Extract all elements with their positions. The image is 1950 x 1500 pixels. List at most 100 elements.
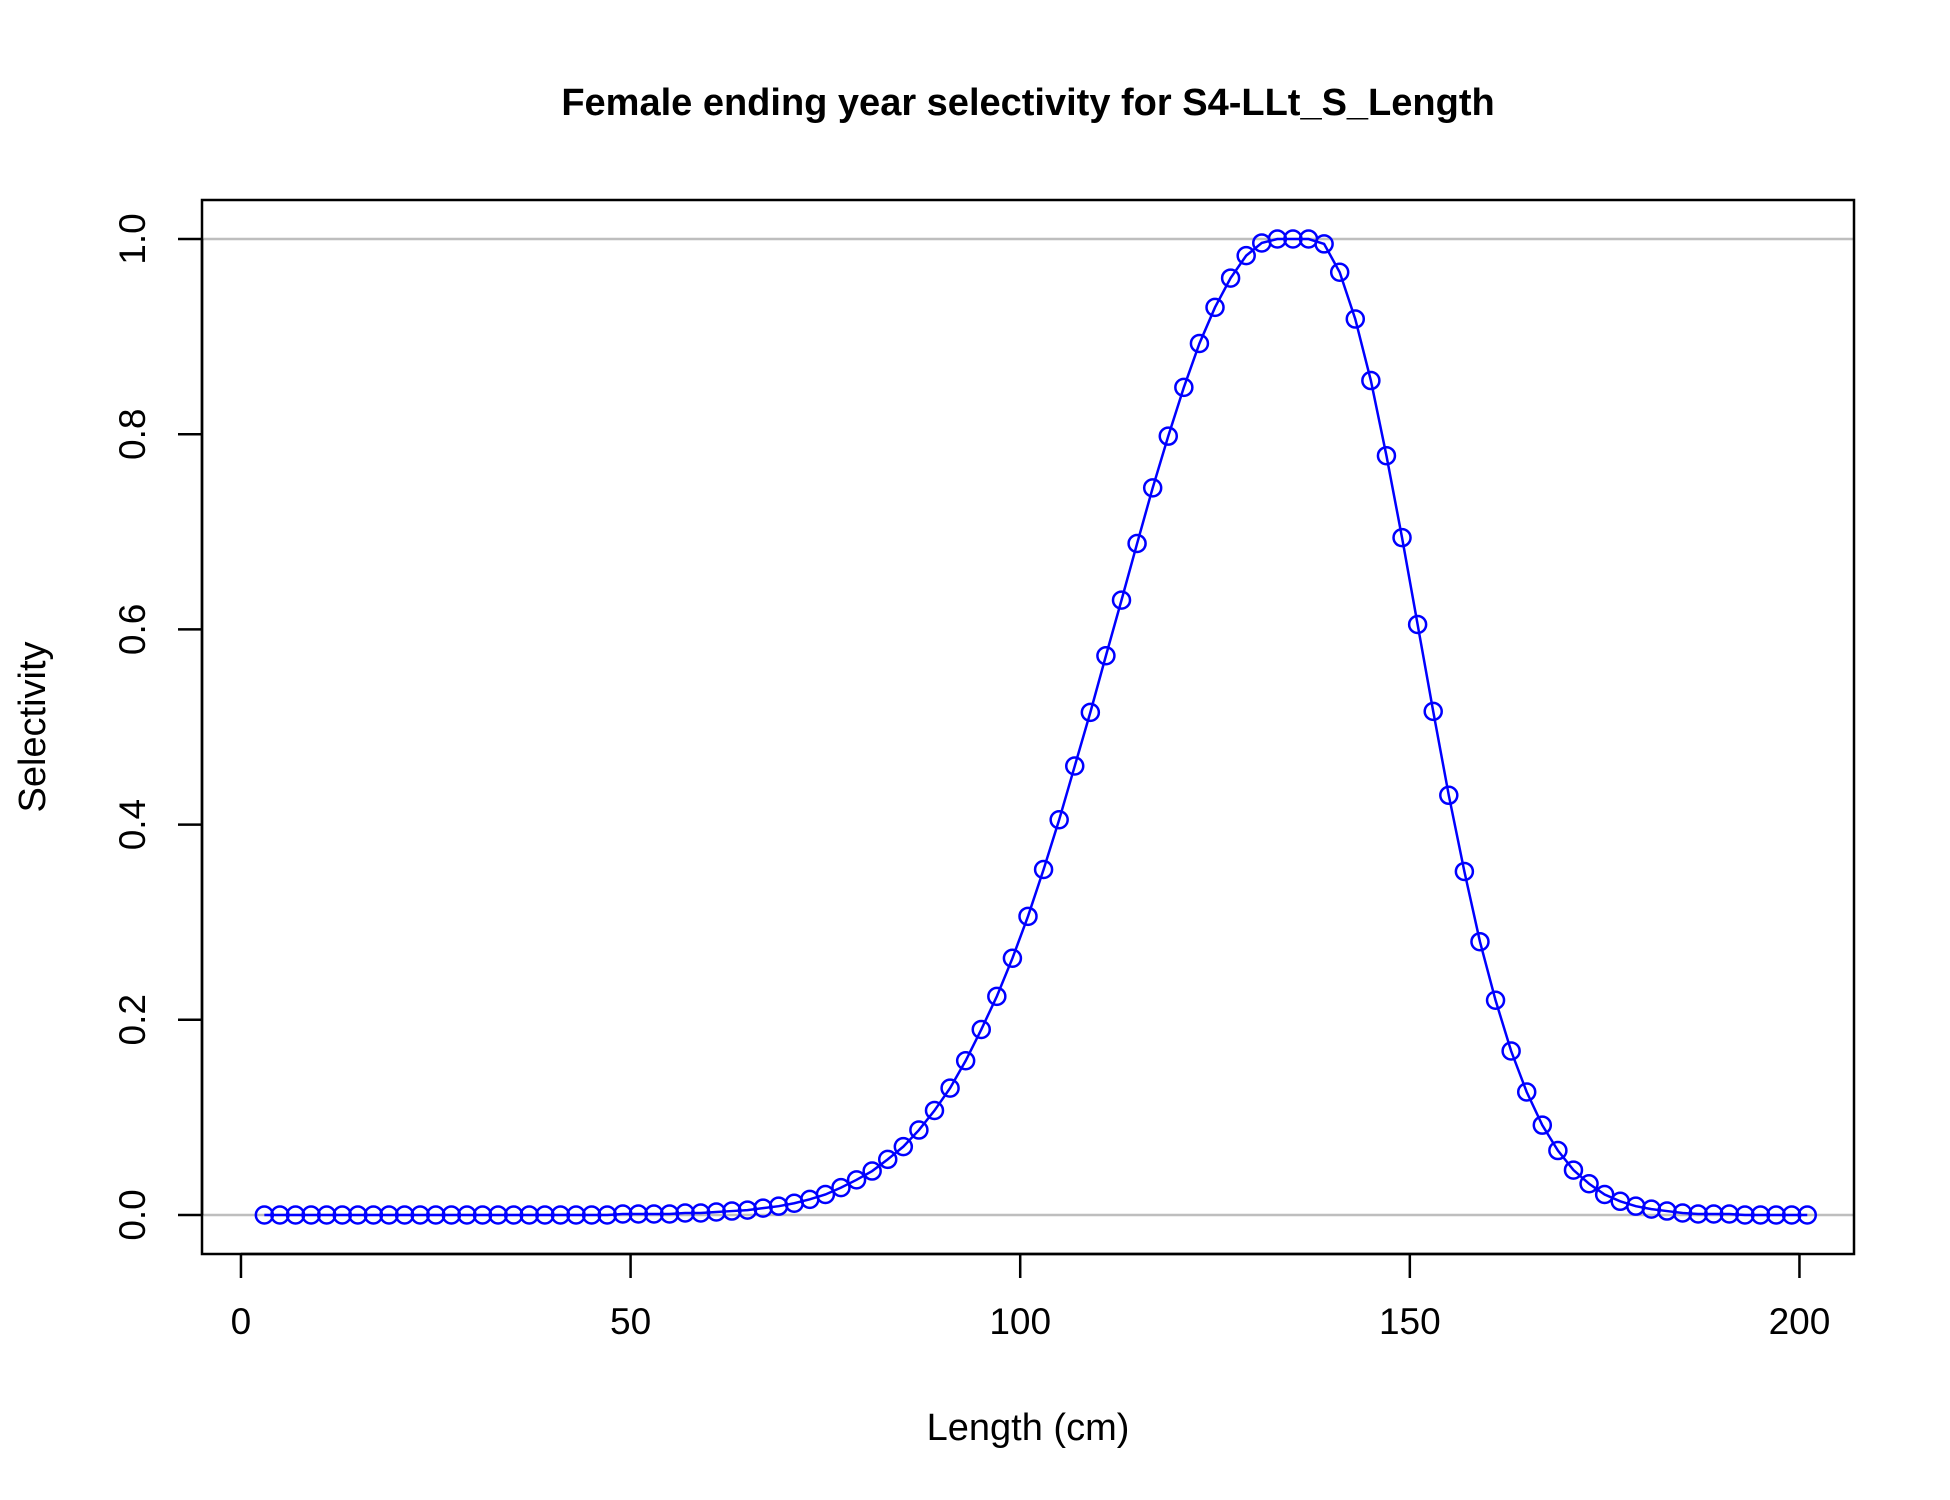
data-point [379,1205,399,1225]
data-point [924,1100,945,1121]
chart-title: Female ending year selectivity for S4-LL… [561,82,1494,124]
y-tick-label: 0.6 [112,604,153,655]
data-point [1002,948,1023,969]
data-point [1376,445,1397,466]
data-point [1485,990,1506,1011]
x-tick-label: 150 [1379,1301,1441,1342]
data-point [503,1205,524,1225]
data-point [394,1205,415,1225]
data-point [815,1184,836,1205]
y-tick-label: 0.0 [112,1189,153,1240]
data-point [441,1205,462,1225]
data-point [1111,590,1132,610]
data-point [1220,268,1241,288]
data-point [1594,1184,1615,1205]
y-tick-label: 1.0 [112,213,153,264]
data-point [1127,533,1147,554]
data-point [1781,1205,1802,1225]
y-axis: 0.0 0.2 0.4 0.6 0.8 1.0 [112,213,204,1241]
data-point [1548,1140,1568,1161]
data-point [1688,1204,1708,1224]
data-point [644,1204,664,1224]
data-point [581,1205,602,1225]
data-point [893,1136,914,1157]
data-point [1174,377,1194,398]
data-point [1797,1205,1817,1225]
data-point [613,1204,633,1224]
data-point [285,1205,306,1225]
data-point [1189,333,1210,354]
data-point [1361,370,1381,391]
data-point [831,1177,851,1198]
data-point [706,1202,727,1222]
data-point [1345,309,1366,329]
data-point [426,1205,446,1225]
data-point [1579,1173,1599,1194]
x-tick-label: 100 [989,1301,1051,1342]
data-point [1532,1115,1553,1135]
data-point [1672,1203,1693,1223]
data-point [316,1205,337,1225]
data-point [597,1205,617,1225]
x-axis: 0 50 100 150 200 [231,1252,1831,1342]
data-point [1096,646,1116,666]
data-point [410,1205,430,1225]
data-point [1283,229,1303,249]
data-point [1158,426,1179,446]
series-layer [254,229,1817,1225]
y-tick-label: 0.8 [112,409,153,460]
data-point [1018,906,1038,927]
data-point [301,1205,321,1225]
data-point [519,1205,540,1225]
data-point [1423,701,1443,722]
data-point [1080,702,1101,723]
x-tick-label: 200 [1769,1301,1831,1342]
data-point [270,1205,290,1225]
data-point [254,1205,275,1225]
data-point [909,1120,929,1140]
data-point [1719,1204,1740,1224]
data-point [472,1205,493,1225]
data-point [1750,1205,1771,1225]
data-point [1236,245,1256,266]
data-point [363,1205,384,1225]
y-axis-label: Selectivity [12,641,54,812]
data-point [1267,229,1288,249]
data-point [535,1205,555,1225]
data-point [675,1203,695,1223]
data-point [1563,1160,1584,1180]
data-point [332,1205,353,1225]
data-point [1454,861,1475,882]
x-axis-label: Length (cm) [927,1407,1130,1449]
y-tick-label: 0.2 [112,994,153,1045]
data-point [955,1051,976,1071]
data-point [628,1204,649,1224]
data-point [1329,262,1350,282]
reference-lines [202,237,1854,1217]
data-point [862,1161,882,1181]
data-point [1033,859,1054,880]
data-point [1703,1204,1724,1224]
data-point [1735,1205,1755,1225]
data-point [457,1205,477,1225]
data-point [1766,1205,1786,1225]
data-point [1516,1082,1537,1102]
data-point [488,1205,508,1225]
x-tick-label: 0 [231,1301,252,1342]
data-point [1439,785,1459,806]
plot-frame [200,198,1856,1256]
data-point [1205,297,1225,318]
data-point [846,1170,867,1190]
data-point [971,1019,991,1040]
data-point [690,1203,711,1223]
data-point [1501,1041,1521,1061]
data-point [1470,931,1490,952]
data-point [348,1205,368,1225]
data-point [940,1078,960,1098]
data-point [1407,614,1428,635]
x-tick-label: 50 [610,1301,651,1342]
series-line-0 [264,237,1808,1217]
data-point [659,1204,680,1224]
data-point [722,1201,742,1221]
